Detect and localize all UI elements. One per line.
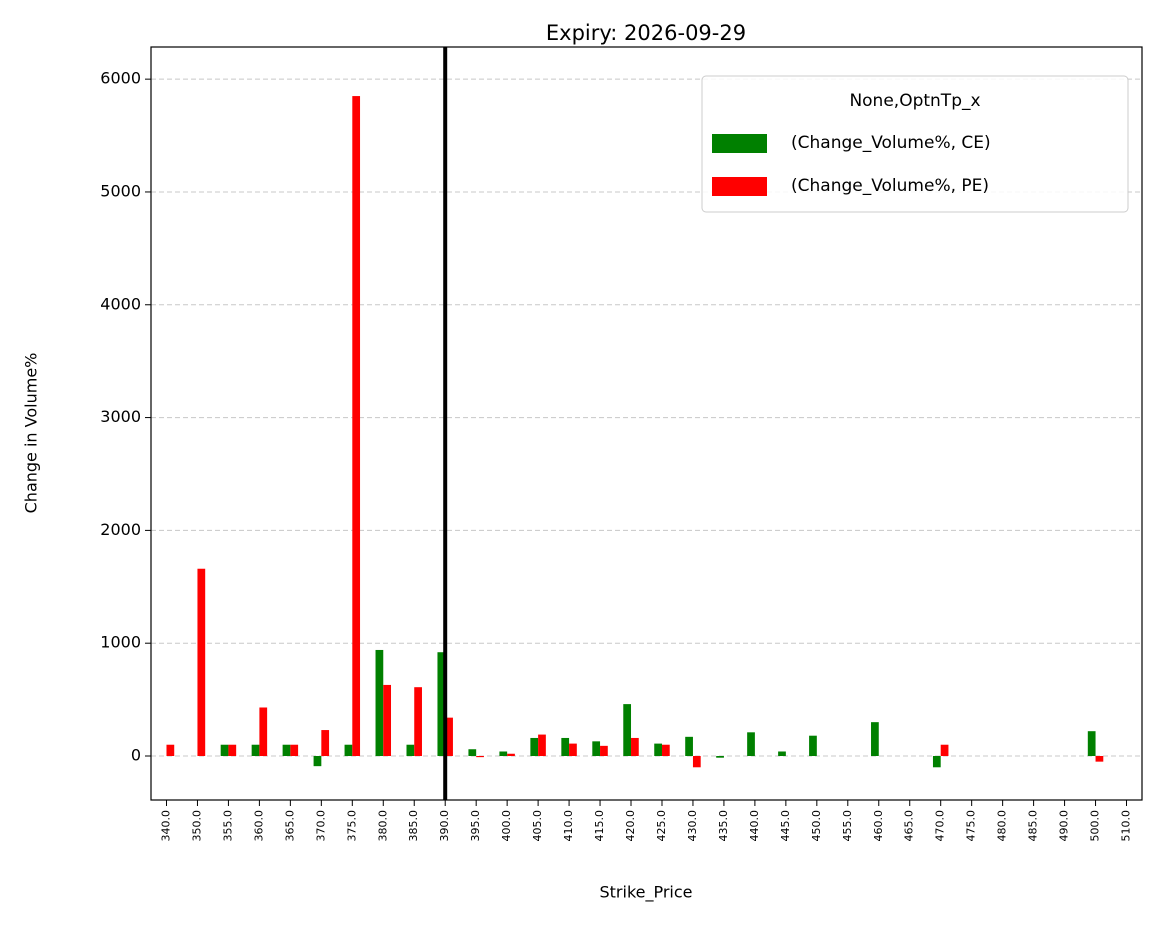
bar <box>406 744 415 757</box>
x-tick-label: 355.0 <box>221 810 234 842</box>
bar <box>692 756 701 768</box>
bar <box>228 744 237 757</box>
x-tick-label: 340.0 <box>159 810 172 842</box>
bar <box>530 737 539 757</box>
legend-label: (Change_Volume%, PE) <box>791 176 989 196</box>
bar <box>661 744 670 757</box>
bar <box>468 749 477 757</box>
x-tick-label: 465.0 <box>903 810 916 842</box>
x-axis-label: Strike_Price <box>599 883 692 903</box>
bar <box>259 707 268 757</box>
bar <box>538 734 546 757</box>
legend-swatch <box>712 177 767 196</box>
bar <box>507 753 515 757</box>
y-tick-label: 5000 <box>100 181 141 200</box>
x-tick-label: 350.0 <box>190 810 203 842</box>
bar <box>1095 756 1104 762</box>
legend-swatch <box>712 134 767 153</box>
x-tick-label: 455.0 <box>841 810 854 842</box>
x-tick-label: 510.0 <box>1120 810 1133 842</box>
x-tick-label: 390.0 <box>438 810 451 842</box>
x-tick-label: 375.0 <box>345 810 358 842</box>
bar <box>321 730 330 757</box>
y-tick-label: 0 <box>131 746 141 765</box>
x-tick-label: 490.0 <box>1058 810 1071 842</box>
bar <box>654 743 662 757</box>
x-tick-label: 415.0 <box>593 810 606 842</box>
x-tick-label: 420.0 <box>624 810 637 842</box>
y-tick-label: 3000 <box>100 407 141 426</box>
x-tick-label: 430.0 <box>686 810 699 842</box>
bar <box>499 751 508 757</box>
y-tick-label: 1000 <box>100 633 141 652</box>
legend-box <box>701 75 1129 213</box>
x-tick-label: 480.0 <box>996 810 1009 842</box>
x-tick-label: 360.0 <box>252 810 265 842</box>
bar <box>166 744 175 757</box>
bar <box>631 737 639 757</box>
x-tick-label: 400.0 <box>500 810 513 842</box>
x-tick-label: 365.0 <box>283 810 296 842</box>
x-tick-label: 460.0 <box>872 810 885 842</box>
bar <box>445 717 453 757</box>
plot-frame <box>150 46 1143 801</box>
bar <box>871 722 879 757</box>
bar <box>220 744 229 757</box>
y-tick-label: 6000 <box>100 69 141 88</box>
y-axis-label: Change in Volume% <box>22 353 41 514</box>
bar <box>290 744 299 757</box>
x-tick-label: 410.0 <box>562 810 575 842</box>
bar <box>716 756 724 758</box>
bar <box>592 741 601 757</box>
bar <box>383 684 392 757</box>
bar <box>375 649 384 757</box>
x-tick-label: 445.0 <box>779 810 792 842</box>
bar <box>809 735 817 757</box>
bar <box>932 756 941 768</box>
legend-title: None,OptnTp_x <box>849 91 980 111</box>
bar <box>1087 731 1096 757</box>
bar <box>437 652 446 757</box>
bar <box>685 736 693 757</box>
x-tick-label: 440.0 <box>748 810 761 842</box>
bar <box>344 744 353 757</box>
x-tick-label: 470.0 <box>934 810 947 842</box>
x-tick-label: 385.0 <box>407 810 420 842</box>
x-tick-label: 485.0 <box>1027 810 1040 842</box>
bar <box>197 568 206 757</box>
x-tick-label: 450.0 <box>810 810 823 842</box>
x-tick-label: 370.0 <box>314 810 327 842</box>
bar <box>414 687 422 757</box>
bar <box>476 756 484 758</box>
chart-title: Expiry: 2026-09-29 <box>546 21 746 45</box>
legend-label: (Change_Volume%, CE) <box>791 133 991 153</box>
bar <box>623 704 632 757</box>
bar <box>561 737 570 757</box>
bar <box>600 745 608 757</box>
x-tick-label: 435.0 <box>717 810 730 842</box>
x-tick-label: 395.0 <box>469 810 482 842</box>
x-tick-label: 500.0 <box>1089 810 1102 842</box>
x-tick-label: 425.0 <box>655 810 668 842</box>
x-tick-label: 380.0 <box>376 810 389 842</box>
x-tick-label: 405.0 <box>531 810 544 842</box>
bar <box>352 96 361 757</box>
x-tick-label: 475.0 <box>965 810 978 842</box>
y-tick-label: 2000 <box>100 520 141 539</box>
y-tick-label: 4000 <box>100 294 141 313</box>
bar <box>940 744 949 757</box>
bar <box>747 732 755 757</box>
bar <box>251 744 260 757</box>
bar <box>569 743 577 757</box>
bar <box>778 751 786 757</box>
bar <box>282 744 291 757</box>
bar <box>313 756 322 767</box>
